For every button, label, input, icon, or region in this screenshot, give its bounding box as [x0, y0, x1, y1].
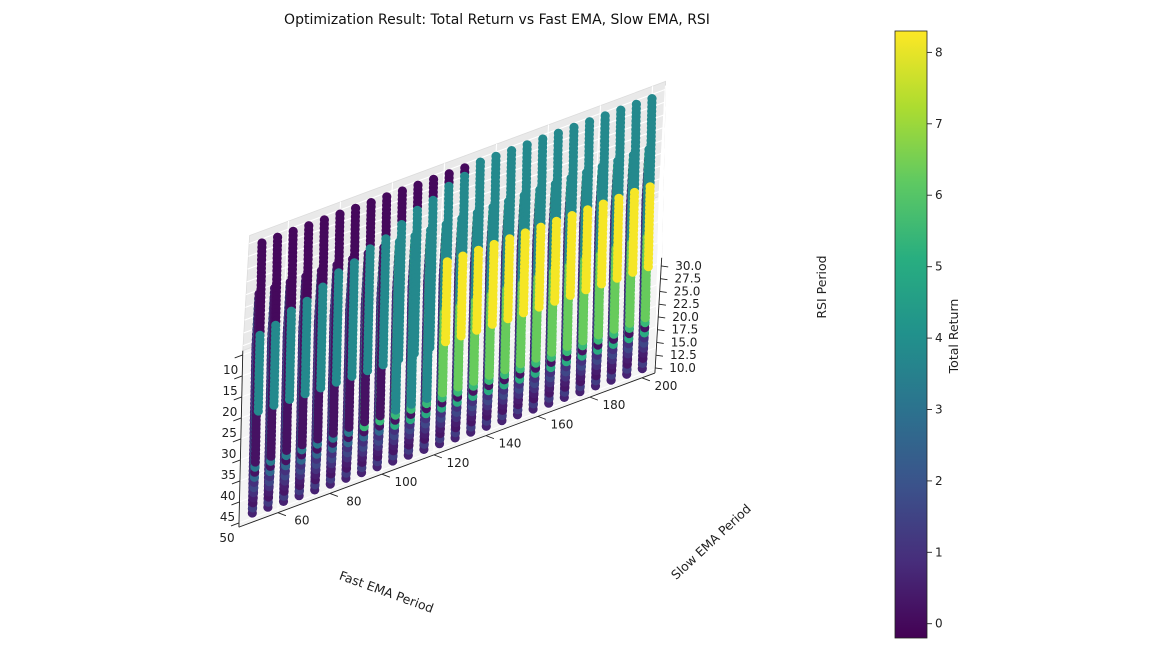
chart-title: Optimization Result: Total Return vs Fas… [284, 12, 710, 28]
gridline-y-side [281, 220, 290, 337]
gridline-z-side [248, 101, 665, 257]
gridline-y-floor [277, 336, 283, 513]
gridline-z-side [248, 89, 666, 245]
gridline-y-floor [589, 220, 595, 398]
gridline-z-side [246, 127, 664, 283]
gridline-y-side [593, 105, 602, 221]
data-points [247, 94, 657, 518]
gridline-y-side [437, 163, 446, 279]
gridline-x-floor [238, 368, 656, 524]
gridline-x-floor [239, 347, 656, 503]
gridline-z-side [247, 114, 664, 270]
gridline-y-floor [433, 278, 439, 455]
gridline-z-back [660, 89, 666, 266]
